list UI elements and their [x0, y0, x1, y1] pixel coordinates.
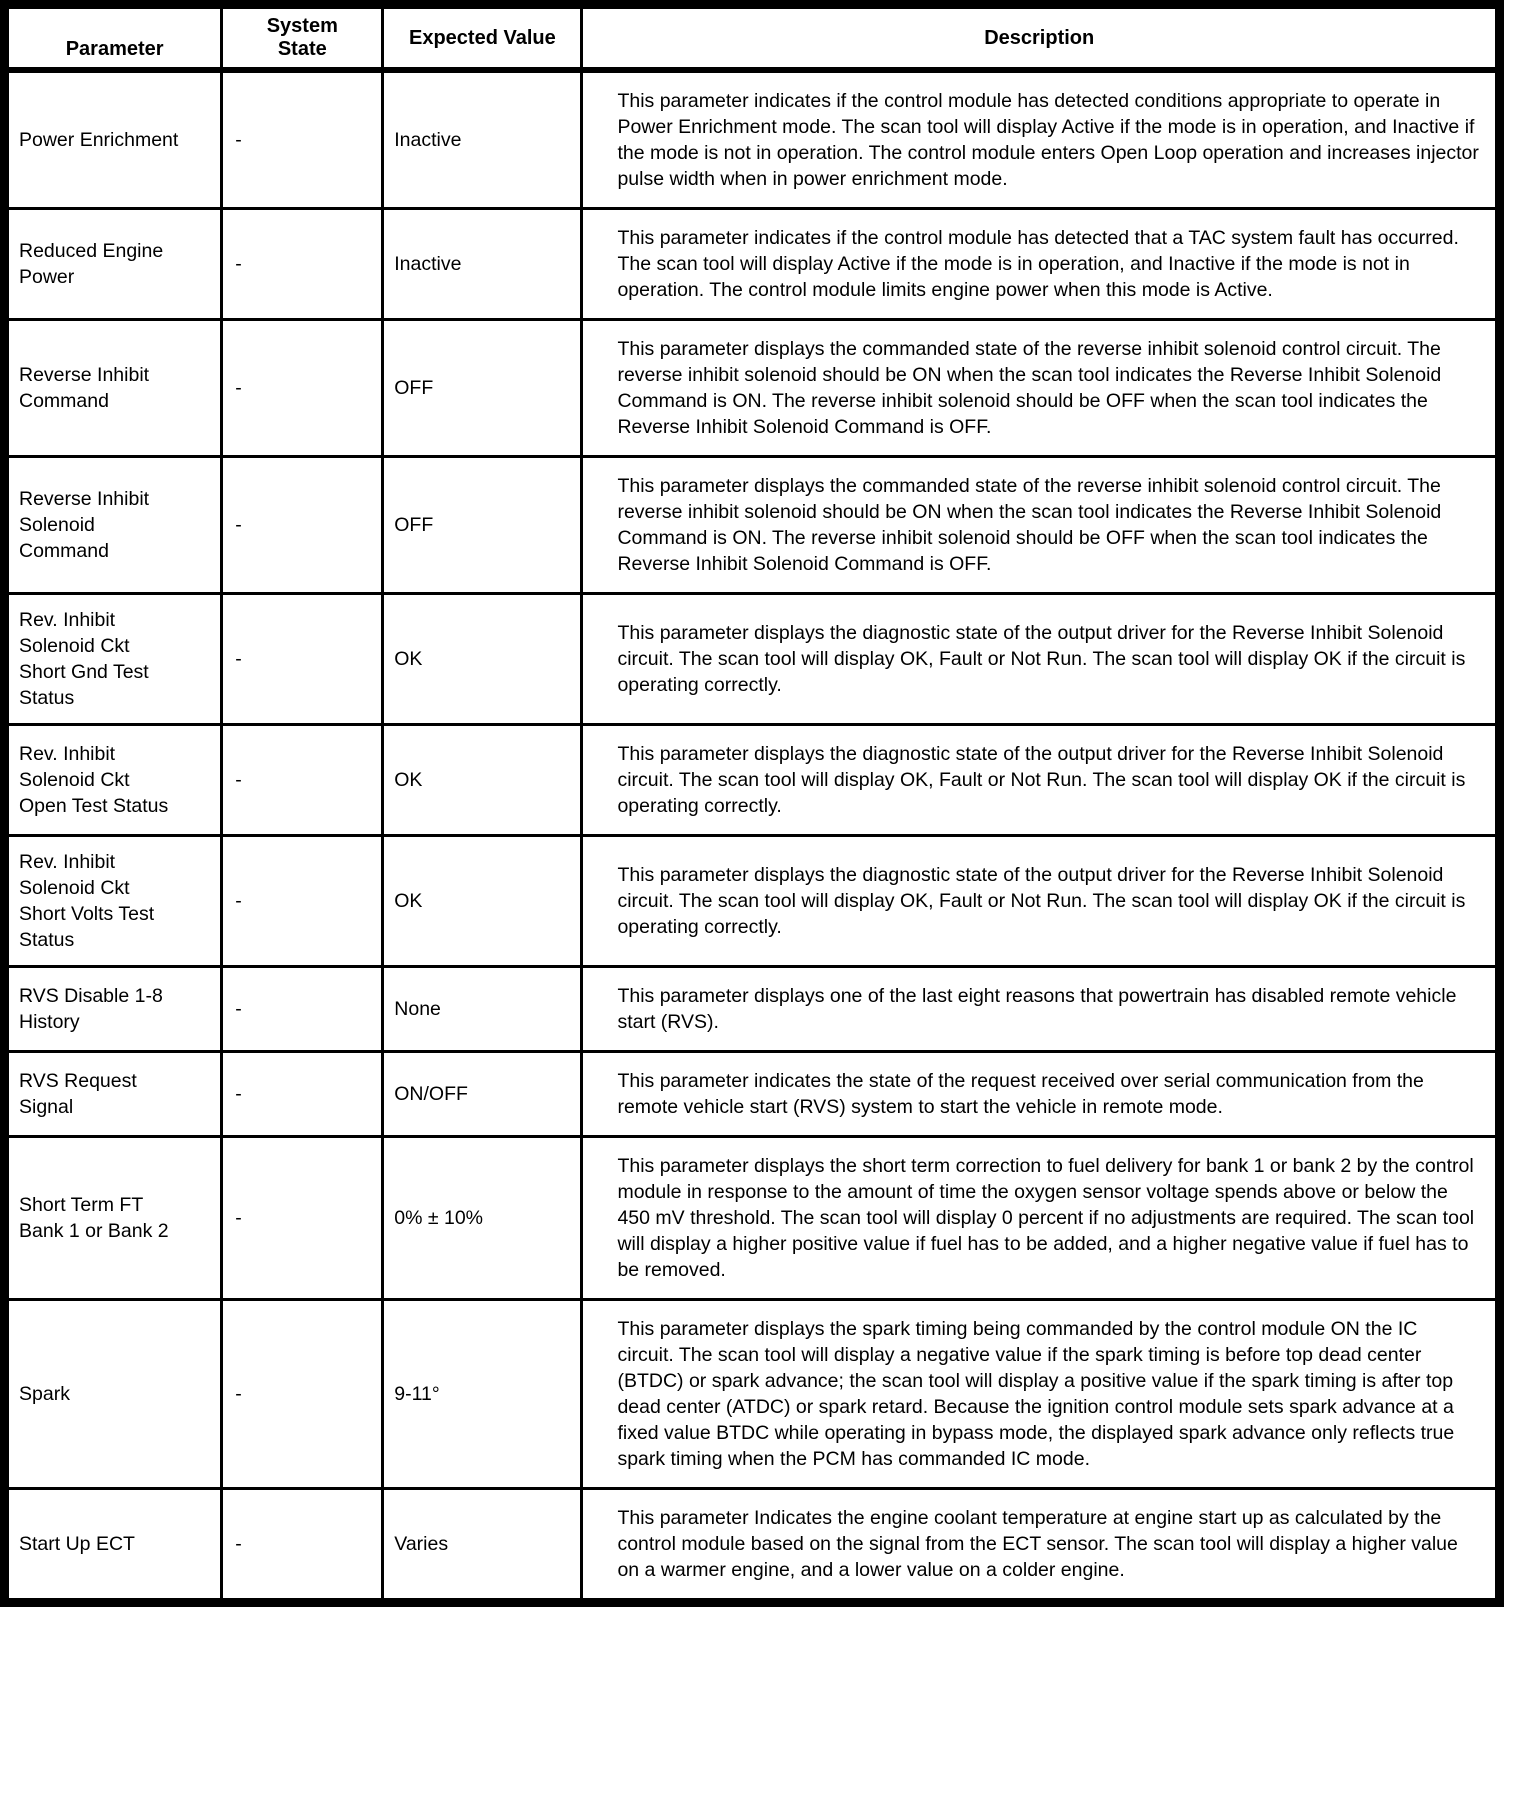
description-cell: This parameter indicates if the control …	[580, 68, 1501, 210]
table-row: Rev. Inhibit Solenoid Ckt Open Test Stat…	[2, 723, 1501, 837]
table-header: Parameter System State Expected Value De…	[2, 3, 1501, 73]
table-row: Start Up ECT - Varies This parameter Ind…	[2, 1487, 1501, 1604]
system-state-cell: -	[220, 318, 385, 458]
parameter-cell: Reduced Engine Power	[2, 207, 224, 321]
parameter-cell: Spark	[2, 1298, 224, 1490]
expected-value-cell: OK	[381, 723, 584, 837]
table-row: Power Enrichment - Inactive This paramet…	[2, 68, 1501, 210]
table-body: Power Enrichment - Inactive This paramet…	[2, 68, 1501, 1604]
description-cell: This parameter displays one of the last …	[580, 965, 1501, 1053]
system-state-cell: -	[220, 1135, 385, 1301]
description-cell: This parameter displays the diagnostic s…	[580, 834, 1501, 968]
table-row: RVS Request Signal - ON/OFF This paramet…	[2, 1050, 1501, 1138]
system-state-cell: -	[220, 723, 385, 837]
system-state-cell: -	[220, 1050, 385, 1138]
expected-value-cell: ON/OFF	[381, 1050, 584, 1138]
table-row: Reverse Inhibit Solenoid Command - OFF T…	[2, 455, 1501, 595]
expected-value-cell: Inactive	[381, 207, 584, 321]
expected-value-cell: Inactive	[381, 68, 584, 210]
description-cell: This parameter displays the spark timing…	[580, 1298, 1501, 1490]
system-state-cell: -	[220, 1487, 385, 1604]
header-parameter: Parameter	[2, 3, 224, 73]
system-state-cell: -	[220, 1298, 385, 1490]
description-cell: This parameter Indicates the engine cool…	[580, 1487, 1501, 1604]
expected-value-cell: OFF	[381, 455, 584, 595]
table-row: Short Term FT Bank 1 or Bank 2 - 0% ± 10…	[2, 1135, 1501, 1301]
expected-value-cell: None	[381, 965, 584, 1053]
parameter-cell: Reverse Inhibit Solenoid Command	[2, 455, 224, 595]
expected-value-cell: OK	[381, 834, 584, 968]
description-cell: This parameter displays the diagnostic s…	[580, 592, 1501, 726]
table-row: Reduced Engine Power - Inactive This par…	[2, 207, 1501, 321]
header-description: Description	[580, 3, 1501, 73]
expected-value-cell: Varies	[381, 1487, 584, 1604]
expected-value-cell: 0% ± 10%	[381, 1135, 584, 1301]
scan-tool-parameter-table: Parameter System State Expected Value De…	[0, 0, 1504, 1607]
header-expected-value: Expected Value	[381, 3, 584, 73]
parameter-cell: Rev. Inhibit Solenoid Ckt Open Test Stat…	[2, 723, 224, 837]
parameter-cell: RVS Request Signal	[2, 1050, 224, 1138]
description-cell: This parameter displays the commanded st…	[580, 455, 1501, 595]
system-state-cell: -	[220, 455, 385, 595]
parameter-cell: Rev. Inhibit Solenoid Ckt Short Volts Te…	[2, 834, 224, 968]
header-system-state: System State	[220, 3, 385, 73]
parameter-cell: RVS Disable 1-8 History	[2, 965, 224, 1053]
system-state-cell: -	[220, 965, 385, 1053]
parameter-cell: Power Enrichment	[2, 68, 224, 210]
table-row: Spark - 9-11° This parameter displays th…	[2, 1298, 1501, 1490]
parameter-cell: Reverse Inhibit Command	[2, 318, 224, 458]
description-cell: This parameter displays the short term c…	[580, 1135, 1501, 1301]
table-row: Reverse Inhibit Command - OFF This param…	[2, 318, 1501, 458]
parameter-cell: Start Up ECT	[2, 1487, 224, 1604]
system-state-cell: -	[220, 834, 385, 968]
expected-value-cell: OFF	[381, 318, 584, 458]
description-cell: This parameter indicates the state of th…	[580, 1050, 1501, 1138]
system-state-cell: -	[220, 207, 385, 321]
expected-value-cell: OK	[381, 592, 584, 726]
table-row: Rev. Inhibit Solenoid Ckt Short Volts Te…	[2, 834, 1501, 968]
description-cell: This parameter displays the commanded st…	[580, 318, 1501, 458]
description-cell: This parameter displays the diagnostic s…	[580, 723, 1501, 837]
description-cell: This parameter indicates if the control …	[580, 207, 1501, 321]
table-row: Rev. Inhibit Solenoid Ckt Short Gnd Test…	[2, 592, 1501, 726]
system-state-cell: -	[220, 592, 385, 726]
table-row: RVS Disable 1-8 History - None This para…	[2, 965, 1501, 1053]
system-state-cell: -	[220, 68, 385, 210]
header-row: Parameter System State Expected Value De…	[2, 3, 1501, 73]
scan-tool-data-page: Parameter System State Expected Value De…	[0, 0, 1504, 1607]
expected-value-cell: 9-11°	[381, 1298, 584, 1490]
parameter-cell: Short Term FT Bank 1 or Bank 2	[2, 1135, 224, 1301]
parameter-cell: Rev. Inhibit Solenoid Ckt Short Gnd Test…	[2, 592, 224, 726]
